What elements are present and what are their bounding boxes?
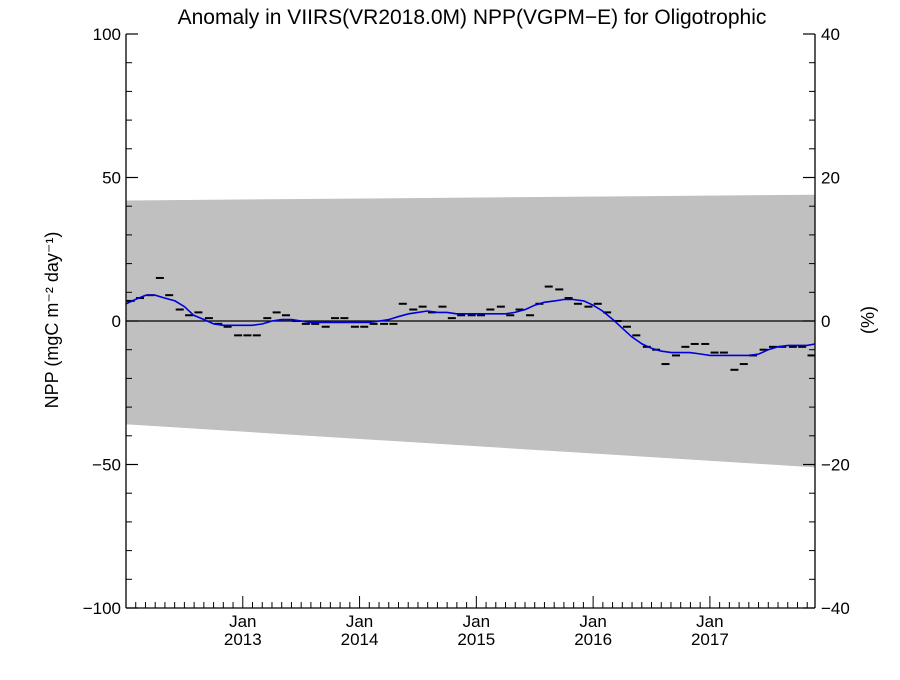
x-tick-label-year: 2015 xyxy=(457,630,495,649)
chart-title: Anomaly in VIIRS(VR2018.0M) NPP(VGPM−E) … xyxy=(178,6,767,29)
smoothed-line-series xyxy=(125,294,816,357)
y-left-tick-label: −50 xyxy=(92,456,121,475)
y-right-tick-label: 40 xyxy=(821,25,840,44)
x-tick-label-year: 2013 xyxy=(224,630,262,649)
y-right-tick-label: 0 xyxy=(821,312,830,331)
x-tick-label-month: Jan xyxy=(463,612,490,631)
x-tick-label-month: Jan xyxy=(579,612,606,631)
y-left-tick-label: 100 xyxy=(93,25,121,44)
y-left-tick-label: 0 xyxy=(112,312,121,331)
y-left-tick-label: 50 xyxy=(102,169,121,188)
x-tick-label-year: 2017 xyxy=(691,630,729,649)
axes: 100500−50−10040200−20−40Jan2013Jan2014Ja… xyxy=(83,25,850,649)
x-tick-label-month: Jan xyxy=(346,612,373,631)
x-tick-label-month: Jan xyxy=(229,612,256,631)
y-left-tick-label: −100 xyxy=(83,599,121,618)
y-axis-label-left: NPP (mgC m⁻² day⁻¹) xyxy=(42,232,62,409)
x-tick-label-year: 2014 xyxy=(341,630,379,649)
x-tick-label-month: Jan xyxy=(696,612,723,631)
y-right-tick-label: −20 xyxy=(821,456,850,475)
range-band xyxy=(126,194,815,468)
y-right-tick-label: 20 xyxy=(821,169,840,188)
series-layer xyxy=(125,276,816,371)
x-tick-label-year: 2016 xyxy=(574,630,612,649)
y-right-tick-label: −40 xyxy=(821,599,850,618)
y-axis-label-right: (%) xyxy=(858,306,878,334)
range-band-area xyxy=(126,194,815,468)
